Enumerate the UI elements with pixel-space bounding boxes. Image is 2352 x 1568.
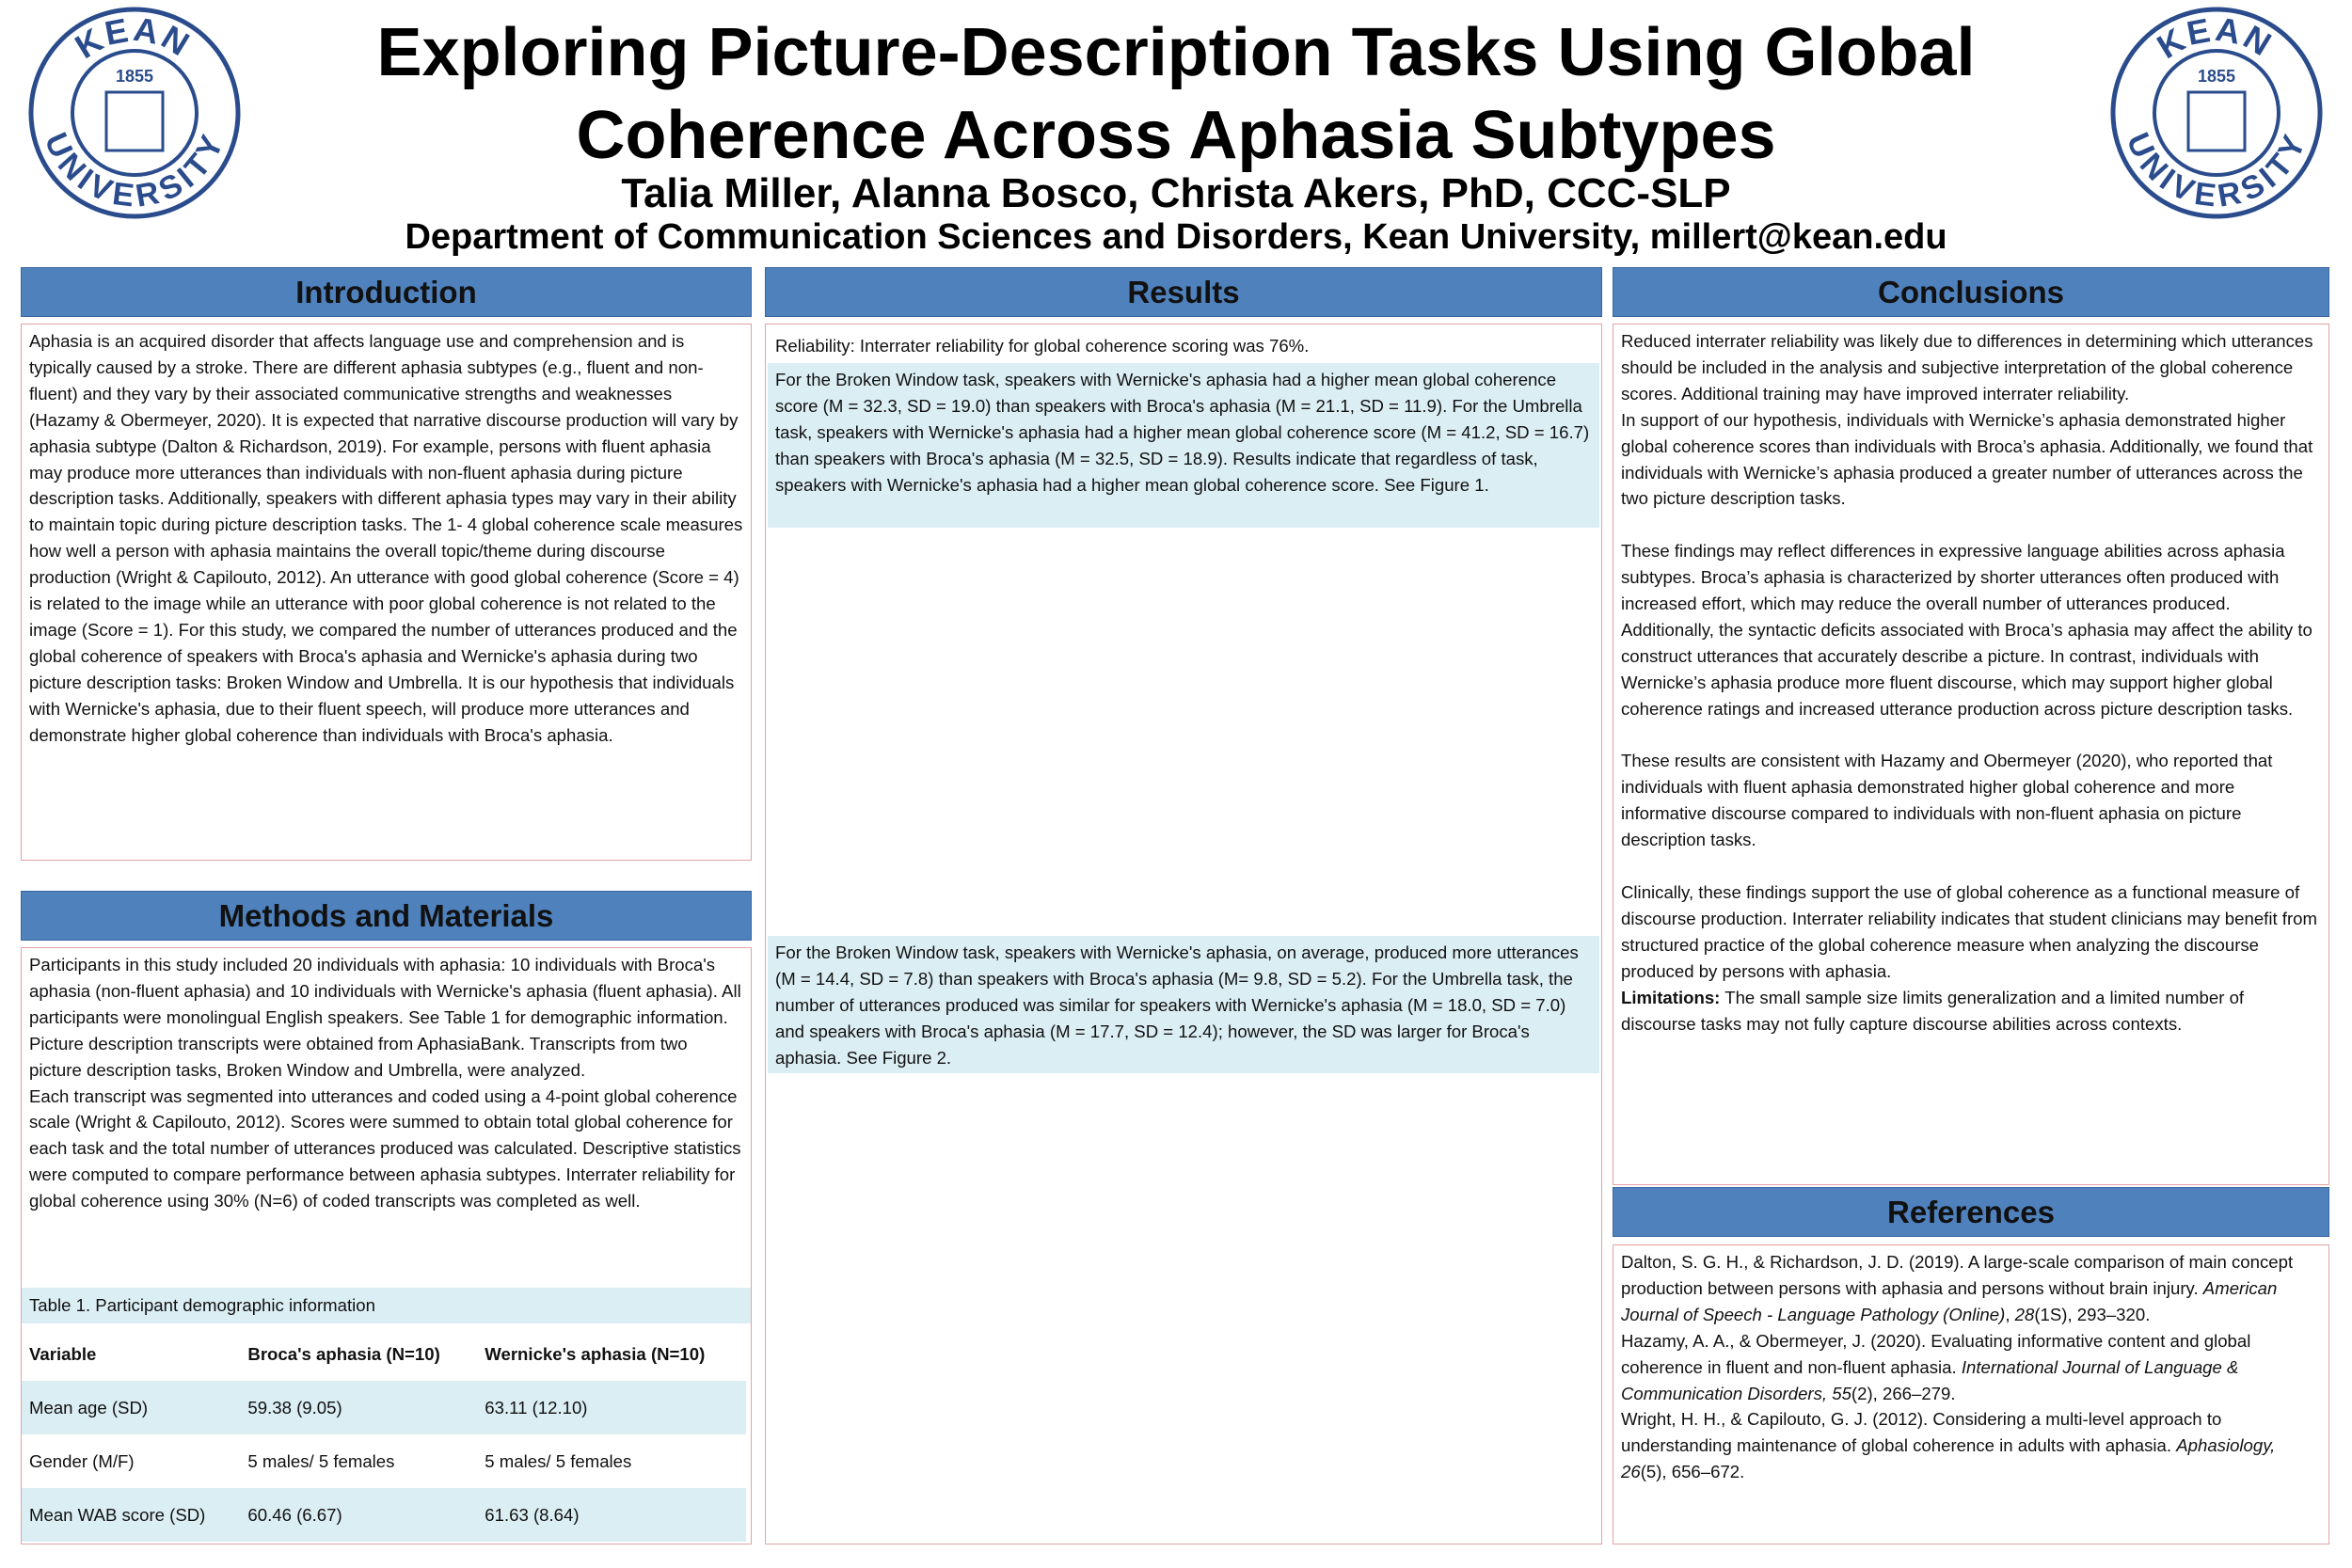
reference-part: Dalton, S. G. H., & Richardson, J. D. (2…: [1621, 1252, 2294, 1298]
section-header: Introduction: [21, 267, 752, 317]
reference-part: (5), 656–672.: [1640, 1462, 1745, 1482]
section-header: References: [1613, 1187, 2329, 1237]
reference-part: Hazamy, A. A., & Obermeyer, J. (2020). E…: [1621, 1330, 2251, 1377]
column-header: Variable: [29, 1343, 97, 1364]
table-row: Mean age (SD) 59.38 (9.05) 63.11 (12.10): [22, 1381, 746, 1434]
reference-part: International Journal of Language & Comm…: [1621, 1356, 2239, 1403]
table-cell: 5 males/ 5 females: [485, 1450, 632, 1471]
conclusions-box: Reduced interrater reliability was likel…: [1613, 324, 2329, 1185]
table-cell: 59.38 (9.05): [247, 1397, 342, 1418]
limitations: Limitations: The small sample size limit…: [1621, 985, 2321, 1037]
table-cell: 63.11 (12.10): [485, 1397, 588, 1418]
table-cell: Mean WAB score (SD): [29, 1504, 206, 1525]
paragraph: These findings may reflect differences i…: [1621, 541, 2312, 719]
section-header: Methods and Materials: [21, 891, 752, 941]
section-header: Results: [765, 267, 1602, 317]
reference: Dalton, S. G. H., & Richardson, J. D. (2…: [1621, 1249, 2321, 1328]
reference: Hazamy, A. A., & Obermeyer, J. (2020). E…: [1621, 1328, 2321, 1407]
table-cell: 5 males/ 5 females: [247, 1450, 395, 1471]
reference: Wright, H. H., & Capilouto, G. J. (2012)…: [1621, 1406, 2321, 1485]
logo-shield: [2186, 90, 2247, 152]
reliability: Reliability: Interrater reliability for …: [775, 336, 1310, 356]
logo-inner: [71, 49, 199, 177]
results-text: For the Broken Window task, speakers wit…: [768, 363, 1599, 528]
paragraph: Participants in this study included 20 i…: [29, 955, 741, 1080]
table-cell: 61.63 (8.64): [485, 1504, 580, 1525]
references-box: Dalton, S. G. H., & Richardson, J. D. (2…: [1613, 1244, 2329, 1544]
poster-title: Exploring Picture-Description Tasks Usin…: [376, 15, 1976, 90]
table-row: Mean WAB score (SD) 60.46 (6.67) 61.63 (8.…: [22, 1488, 746, 1542]
methods-box: Participants in this study included 20 i…: [21, 947, 752, 1544]
reference-part: American Journal of Speech - Language Pa…: [1621, 1277, 2278, 1324]
poster-title: Coherence Across Aphasia Subtypes: [576, 98, 1776, 173]
limitations-text: The small sample size limits generalizat…: [1621, 987, 2245, 1034]
logo-shield: [104, 90, 165, 152]
paragraph: These results are consistent with Hazamy…: [1621, 751, 2273, 850]
table-cell: Gender (M/F): [29, 1450, 135, 1471]
paragraph: Clinically, these findings support the u…: [1621, 881, 2317, 981]
affiliation: Department of Communication Sciences and…: [405, 217, 1947, 257]
table-caption: Table 1. Participant demographic informa…: [22, 1288, 751, 1323]
intro-box: Aphasia is an acquired disorder that aff…: [21, 324, 752, 861]
paragraph: Reduced interrater reliability was likel…: [1621, 331, 2313, 404]
reference-part: ,: [2005, 1304, 2015, 1324]
table-row: Gender (M/F) 5 males/ 5 females 5 males/ 5…: [22, 1434, 746, 1488]
demographic-table: Variable Broca's aphasia (N=10) Wernicke's…: [22, 1327, 746, 1542]
authors: Talia Miller, Alanna Bosco, Christa Aker…: [621, 170, 1731, 216]
paragraph: Each transcript was segmented into utter…: [29, 1085, 741, 1212]
reference-part: 28: [2014, 1304, 2035, 1324]
paragraph: Aphasia is an acquired disorder that aff…: [29, 331, 743, 745]
limitations-label: Limitations:: [1621, 987, 1721, 1007]
reference-part: Wright, H. H., & Capilouto, G. J. (2012)…: [1621, 1409, 2222, 1456]
logo-year: 1855: [2198, 67, 2235, 86]
table-cell: 60.46 (6.67): [247, 1504, 342, 1525]
paragraph: In support of our hypothesis, individual…: [1621, 409, 2313, 509]
section-header: Conclusions: [1613, 267, 2329, 317]
reference-part: Aphasiology, 26: [1621, 1435, 2276, 1482]
logo-year: 1855: [116, 67, 153, 86]
reference-part: (2), 266–279.: [1851, 1383, 1956, 1403]
logo-inner: [2153, 49, 2280, 177]
column-header: Wernicke's aphasia (N=10): [485, 1343, 706, 1364]
table-header-row: Variable Broca's aphasia (N=10) Wernicke's…: [22, 1327, 746, 1381]
table-cell: Mean age (SD): [29, 1397, 149, 1418]
results-text: For the Broken Window task, speakers wit…: [768, 936, 1599, 1073]
reference-part: (1S), 293–320.: [2034, 1304, 2151, 1324]
column-header: Broca's aphasia (N=10): [247, 1343, 440, 1364]
